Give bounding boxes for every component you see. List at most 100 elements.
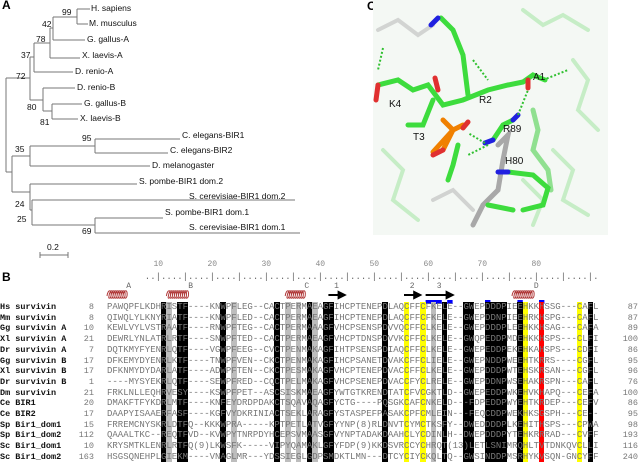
ruler-number: 50	[369, 260, 380, 269]
structure-image	[373, 0, 608, 235]
sequence-name: Xl survivin B	[0, 366, 67, 377]
ruler-number: 20	[207, 260, 218, 269]
sequence: FRREMCNYSKRLDTFQ--KKKWPRA-----KPTPETLATV…	[107, 419, 599, 430]
end-position: 87	[627, 302, 638, 312]
bootstrap-value: 24	[15, 199, 25, 209]
residue-label-r89: R89	[503, 124, 522, 135]
black-column	[485, 302, 491, 462]
hydrogen-bond	[542, 69, 569, 81]
bootstrap-value: 42	[42, 19, 52, 29]
tree-leaf: M. musculus	[89, 18, 137, 28]
black-column	[182, 302, 188, 462]
sequence: DEWRLYNLATRLRTF----SNWPFTED--CACTPERMAEA…	[107, 334, 599, 345]
black-column	[306, 302, 313, 462]
scale-bar	[39, 252, 69, 258]
yellow-column	[420, 302, 426, 462]
start-position: 8	[88, 312, 94, 323]
helix-b	[165, 290, 190, 299]
bootstrap-value: 72	[16, 71, 26, 81]
helix-label: B	[188, 282, 194, 291]
tree-leaf: S. pombe-BIR1 dom.2	[139, 176, 224, 186]
gray-column	[231, 302, 237, 462]
end-position: 240	[622, 451, 638, 462]
sequence: HSGSQNEHPLGIEKM----VNAGLMR---YDSSIEGLGDP…	[107, 451, 599, 462]
sequence: PAWQPFLKDHRISTF----KNWPFLEG--CACTPERMAEA…	[107, 302, 599, 312]
end-position: 86	[627, 398, 638, 409]
sequence: DAAPYISAAERFASF----KGFVYDKRINIACTSEKLARA…	[107, 409, 599, 419]
alignment-row: Sp Bir1_dom1 15 FRREMCNYSKRLDTFQ--KKKWPRA-…	[0, 420, 640, 431]
sequence-name: Sp Bir1_dom1	[0, 419, 62, 430]
black-column	[274, 302, 280, 462]
black-column	[323, 302, 329, 462]
ruler-number: 10	[153, 260, 164, 269]
sequence-name: Sc Bir1_dom1	[0, 441, 62, 452]
ruler-number: 40	[315, 260, 326, 269]
start-position: 17	[83, 355, 94, 366]
black-column	[468, 302, 475, 462]
start-position: 17	[83, 409, 94, 419]
hydrogen-bond	[472, 59, 489, 81]
residue-label-t3: T3	[413, 132, 425, 143]
strand-label: 3	[436, 282, 442, 291]
tree-leaf: G. gallus-A	[87, 34, 130, 44]
ruler-dots: ..|....|....|....|....|....|....|....|..…	[107, 272, 599, 282]
sequence: QAAALTKC--REQTFVD--KVWPYTNRPDYHCEPSVMAAS…	[107, 430, 599, 441]
strand-label: 2	[409, 282, 415, 291]
alignment-row: Gg survivin A 10 KEWLVYLVSTRAATF----RNWPFT…	[0, 323, 640, 334]
sequence-name: Dr survivin B	[0, 376, 67, 387]
residue-label-r2: R2	[479, 95, 492, 106]
alignment-row: Sp Bir1_dom2 112 QAAALTKC--REQTFVD--KVWPYT…	[0, 430, 640, 441]
black-column	[220, 302, 226, 462]
tree-leaf: D. melanogaster	[152, 160, 215, 170]
sequence-name: Hs survivin	[0, 302, 57, 312]
end-position: 98	[627, 419, 638, 430]
peptide-backbone	[375, 77, 526, 108]
black-column	[517, 302, 523, 462]
gray-column	[431, 302, 437, 462]
panel-c-label: C	[367, 0, 376, 13]
start-position: 15	[83, 419, 94, 430]
tree-leaf: D. renio-B	[77, 82, 116, 92]
sequence-name: Dm survivin	[0, 387, 57, 398]
red-column	[539, 302, 545, 462]
sequence-name: Ce BIR1	[0, 398, 36, 409]
helix-c	[284, 290, 306, 299]
sequence: QIWQLYLKNYRIATF----KNWPFLED--CACTPERMAEA…	[107, 312, 599, 323]
bootstrap-value: 25	[17, 214, 27, 224]
sequence-name: Gg survivin A	[0, 323, 67, 334]
black-column	[490, 302, 496, 462]
helix-label: A	[126, 282, 131, 291]
sequence: KEWLVYLVSTRAATF----RNWPFTEG--CACTPERMAAA…	[107, 323, 599, 334]
alignment-row: Gg survivin B 17 DFKEMYDYENRLKTF----TNWPFV…	[0, 356, 640, 367]
tree-leaf: S. cerevisiae-BIR1 dom.2	[189, 191, 286, 201]
ruler-number: 70	[477, 260, 488, 269]
alignment-row: Xl survivin B 17 DFKNMYDYDARLATF----ADWPFT…	[0, 366, 640, 377]
residue-label-a1: A1	[533, 72, 546, 83]
hydrogen-bond	[467, 132, 486, 144]
strand-arrow	[328, 290, 347, 300]
sequence-name: Mm survivin	[0, 312, 57, 323]
tree-leaf: S. cerevisiae-BIR1 dom.1	[189, 222, 286, 232]
alignment-row: Mm survivin 8 QIWQLYLKNYRIATF----KNWPFLED-…	[0, 313, 640, 324]
start-position: 10	[83, 323, 94, 334]
ruler-number: 60	[423, 260, 434, 269]
bootstrap-value: 78	[36, 34, 46, 44]
sequence: DMAKFTFYKDRLMTF----KNFEYDRDPDAKCTSQAVAQA…	[107, 398, 599, 409]
black-column	[501, 302, 507, 462]
yellow-column	[522, 302, 529, 462]
start-position: 1	[88, 376, 94, 387]
black-column	[328, 302, 334, 462]
end-position: 86	[627, 344, 638, 355]
sequence-name: Sc Bir1_dom2	[0, 451, 62, 462]
end-position: 116	[622, 441, 638, 452]
start-position: 17	[83, 366, 94, 377]
black-column	[382, 302, 388, 462]
end-position: 89	[627, 323, 638, 334]
tree-leaf: G. gallus-B	[84, 98, 127, 108]
end-position: 100	[622, 334, 638, 345]
helix-a	[106, 290, 128, 299]
scale-bar-label: 0.2	[47, 242, 59, 252]
bootstrap-value: 69	[82, 226, 92, 236]
alignment-row: Dr survivin A 7 DQTKMYFYENRLQTF----VGWPFEE…	[0, 345, 640, 356]
end-position: 193	[622, 430, 638, 441]
